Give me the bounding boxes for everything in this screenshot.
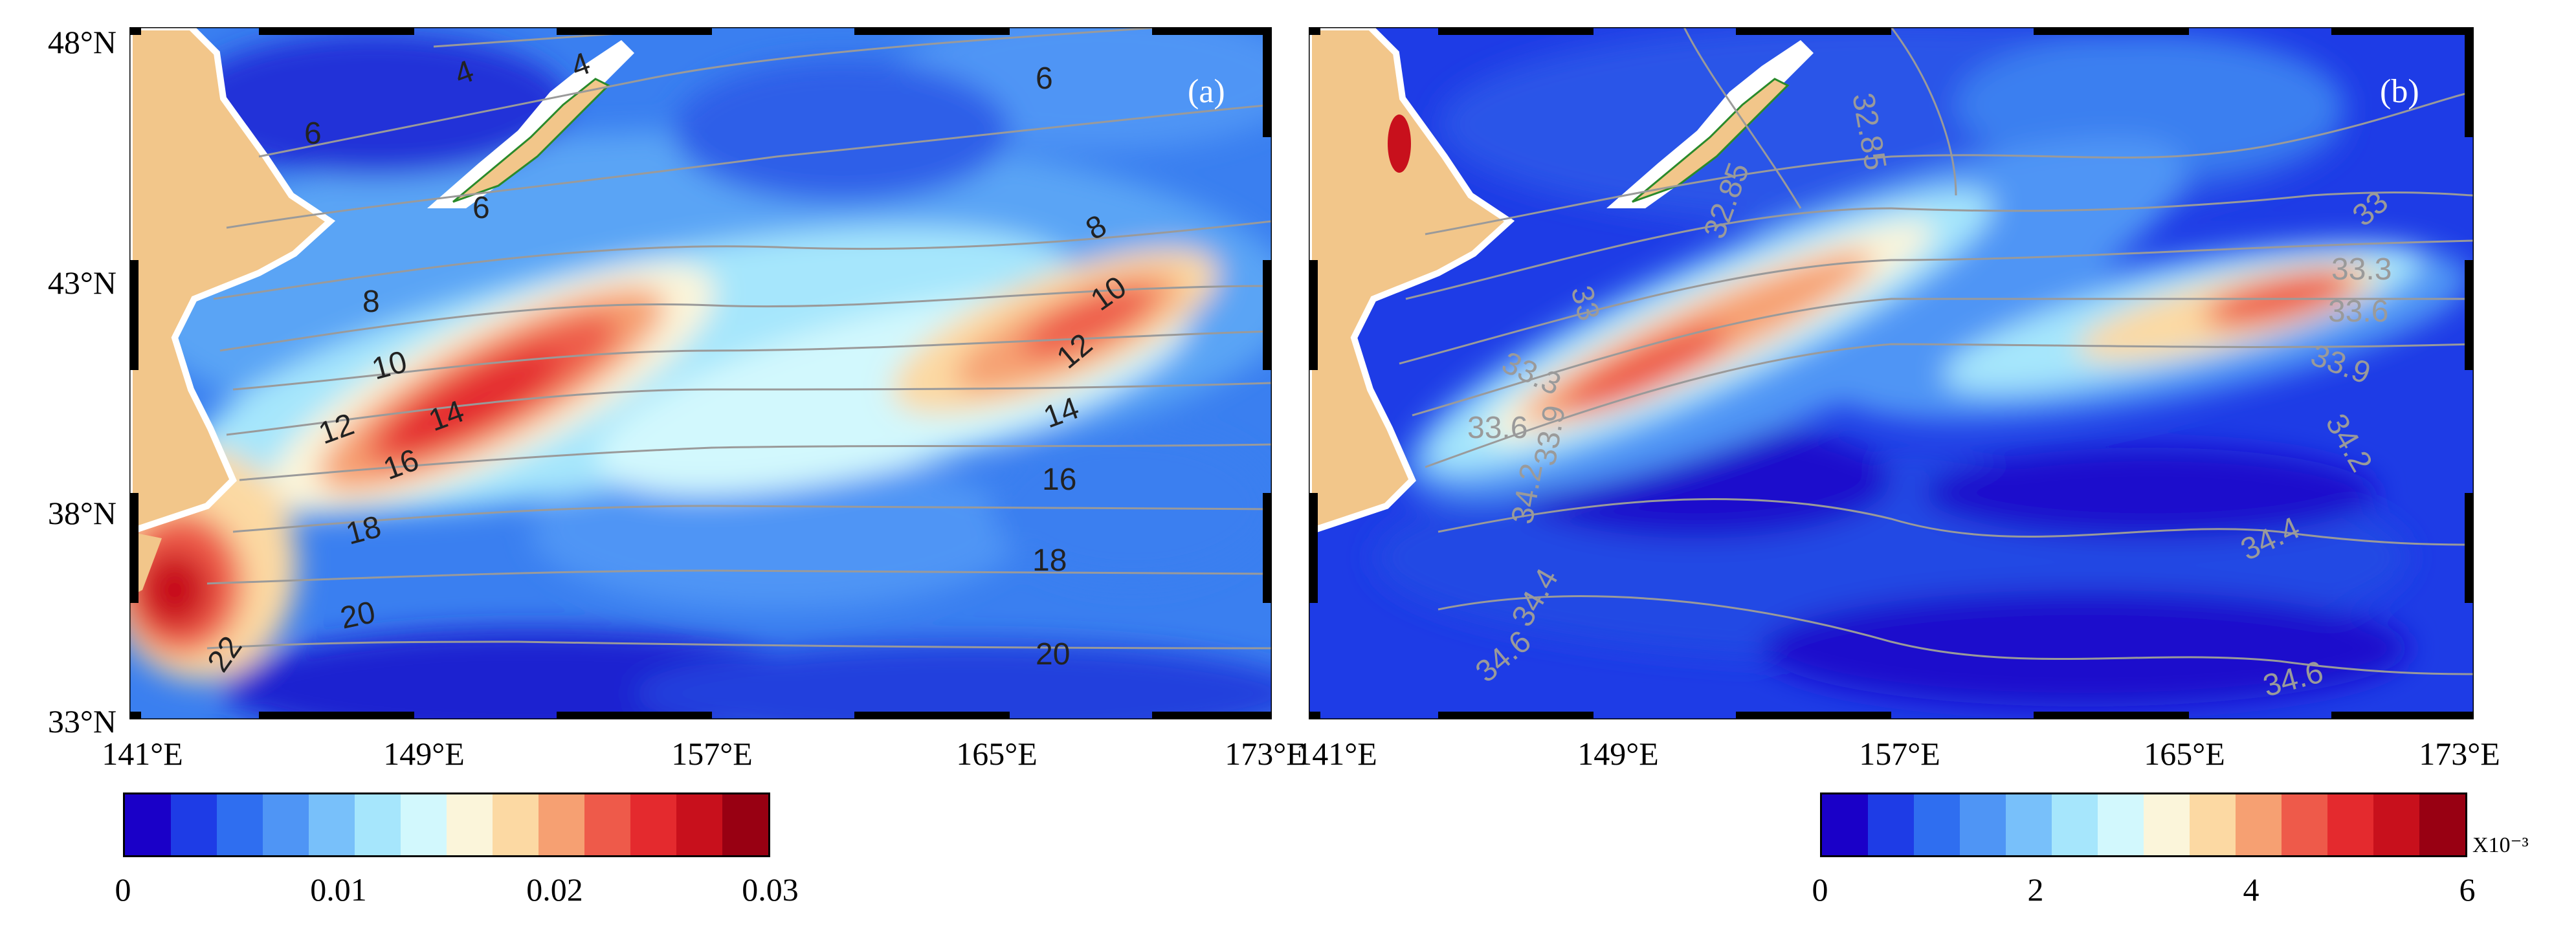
colorbar-tick: 4 <box>2243 871 2260 908</box>
colorbar-swatch <box>2373 794 2419 855</box>
colorbar-swatch <box>676 794 722 855</box>
contour-label: 33.6 <box>2328 294 2388 329</box>
colorbar-swatch <box>584 794 630 855</box>
contour-label: 34.4 <box>2236 510 2305 567</box>
contour-label: 22 <box>201 630 249 678</box>
panel-tag: (a) <box>1188 73 1225 110</box>
contour-label: 32.85 <box>1698 158 1757 243</box>
colorbar-tick: 0 <box>115 871 131 908</box>
contour-label: 34.6 <box>2260 655 2327 703</box>
contour-label: 8 <box>362 285 380 319</box>
colorbar-tick: 0.02 <box>526 871 583 908</box>
contour-label: 20 <box>1036 637 1070 672</box>
contour-label: 18 <box>342 510 384 552</box>
colorbar-swatch <box>2006 794 2052 855</box>
contour-label: 8 <box>1080 208 1113 246</box>
colorbar-tick: 0 <box>1812 871 1828 908</box>
lon-label: 149°E <box>383 736 465 772</box>
colorbar-swatch <box>2144 794 2190 855</box>
colorbar-swatch <box>217 794 263 855</box>
colorbar-b <box>1820 792 2467 857</box>
contour-label: 33 <box>1564 282 1606 324</box>
colorbar-swatch <box>1914 794 1960 855</box>
colorbar-tick: 0.01 <box>310 871 367 908</box>
lon-label: 173°E <box>1225 736 1306 772</box>
colorbar-swatch <box>539 794 584 855</box>
colorbar-swatch <box>447 794 493 855</box>
colorbar-swatch <box>171 794 217 855</box>
contour-label: 4 <box>450 54 478 92</box>
lon-label: 157°E <box>671 736 753 772</box>
colorbar-swatch <box>722 794 768 855</box>
lon-label: 141°E <box>102 736 183 772</box>
contour-label: 33.6 <box>1467 411 1527 445</box>
colorbar-tick: 6 <box>2459 871 2476 908</box>
colorbar-swatch <box>2327 794 2373 855</box>
contour-label: 33.3 <box>1496 345 1566 402</box>
contour-label: 16 <box>1042 463 1076 497</box>
colorbar-swatch <box>1868 794 1914 855</box>
colorbar-swatch <box>493 794 539 855</box>
lat-label: 38°N <box>47 495 117 531</box>
contour-label: 20 <box>337 595 378 636</box>
panel-tag: (b) <box>2380 73 2419 110</box>
contour-label: 6 <box>304 116 322 151</box>
panel-a: 4 4 6 6 6 8 8 10 10 12 12 14 14 16 16 18… <box>128 26 1273 721</box>
contour-label: 12 <box>1050 327 1099 376</box>
colorbar-swatch <box>355 794 401 855</box>
colorbar-swatch <box>2236 794 2282 855</box>
contour-label: 34.6 <box>1469 624 1538 690</box>
colorbar-swatch <box>401 794 447 855</box>
contour-label: 10 <box>1085 270 1133 318</box>
lon-label: 149°E <box>1577 736 1659 772</box>
colorbar-a <box>123 792 770 857</box>
colorbar-unit: X10⁻³ <box>2472 833 2529 857</box>
lon-label: 157°E <box>1859 736 1940 772</box>
contour-label: 33 <box>2346 185 2395 234</box>
lat-label: 43°N <box>47 265 117 301</box>
colorbar-swatch <box>2190 794 2236 855</box>
contour-label: 34.2 <box>1505 461 1549 527</box>
colorbar-swatch <box>125 794 171 855</box>
lat-label: 48°N <box>47 24 117 60</box>
contour-label: 6 <box>1036 61 1053 96</box>
contour-label: 16 <box>379 443 423 486</box>
contour-label: 6 <box>472 191 490 225</box>
colorbar-tick: 0.03 <box>742 871 799 908</box>
colorbar-swatch <box>309 794 355 855</box>
contour-label: 34.4 <box>1505 563 1566 632</box>
lat-label: 33°N <box>47 703 117 739</box>
lon-label: 173°E <box>2419 736 2500 772</box>
panel-a-map <box>128 26 1273 721</box>
contour-label: 12 <box>315 407 359 451</box>
lon-label: 141°E <box>1296 736 1377 772</box>
colorbar-swatch <box>263 794 309 855</box>
lon-label: 165°E <box>956 736 1038 772</box>
contour-label: 33.3 <box>2331 252 2392 287</box>
contour-label: 33.9 <box>1528 403 1572 468</box>
panel-a-contour-labels: 4 4 6 6 6 8 8 10 10 12 12 14 14 16 16 18… <box>201 46 1133 678</box>
colorbar-tick: 2 <box>2027 871 2044 908</box>
lon-label: 165°E <box>2144 736 2225 772</box>
colorbar-swatch <box>1960 794 2006 855</box>
contour-label: 14 <box>425 394 469 438</box>
colorbar-swatch <box>2098 794 2144 855</box>
colorbar-swatch <box>2419 794 2465 855</box>
contour-label: 34.2 <box>2318 408 2379 477</box>
colorbar-swatch <box>1822 794 1868 855</box>
colorbar-swatch <box>630 794 676 855</box>
contour-label: 10 <box>368 345 410 387</box>
contour-label: 32.85 <box>1845 91 1893 173</box>
contour-label: 14 <box>1039 391 1083 435</box>
contour-label: 4 <box>567 46 595 84</box>
contour-label: 33.9 <box>2306 338 2375 391</box>
panel-b-map <box>1307 26 2475 721</box>
contour-label: 18 <box>1032 543 1067 578</box>
panel-b: 32.85 32.85 33 33 33.3 33.3 33.6 33.6 33… <box>1307 26 2475 721</box>
colorbar-swatch <box>2282 794 2327 855</box>
colorbar-swatch <box>2052 794 2098 855</box>
panel-b-contour-labels: 32.85 32.85 33 33 33.3 33.3 33.6 33.6 33… <box>1467 91 2395 704</box>
